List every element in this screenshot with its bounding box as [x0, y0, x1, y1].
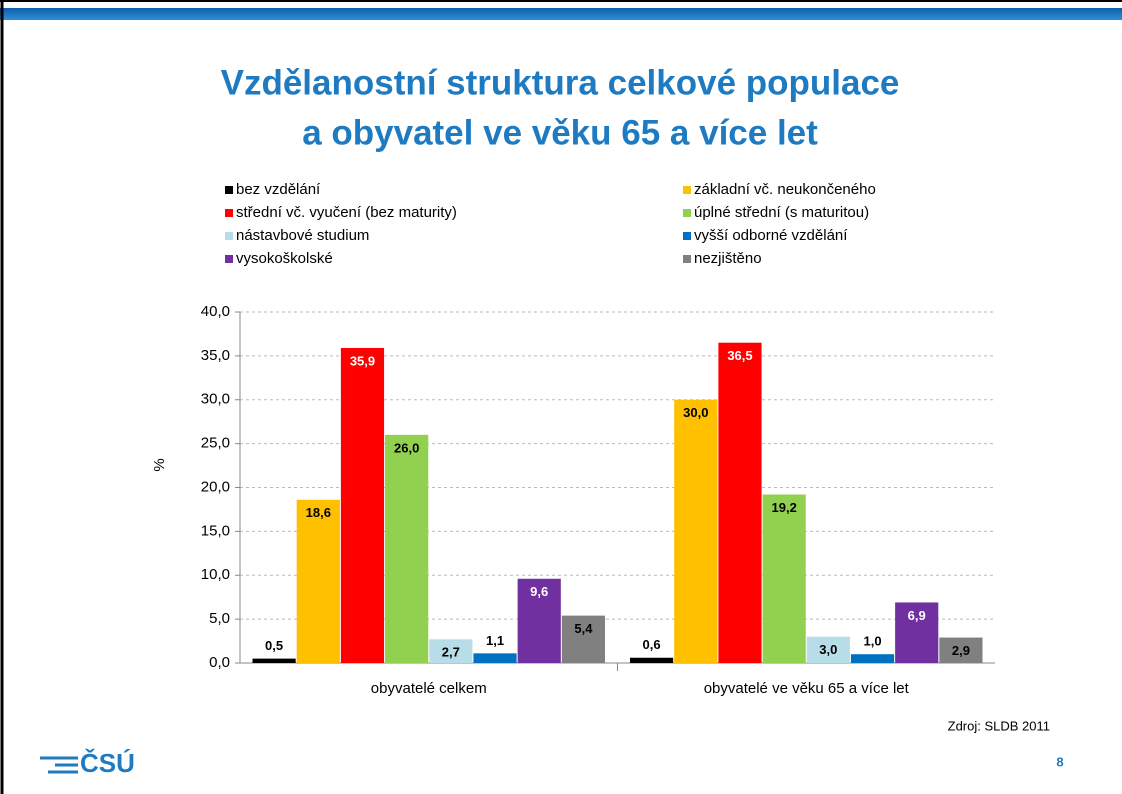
- bar: [517, 578, 561, 663]
- y-tick-label: 35,0: [201, 347, 230, 364]
- y-tick-label: 20,0: [201, 478, 230, 495]
- y-tick-label: 30,0: [201, 391, 230, 408]
- legend-swatch: [225, 186, 233, 194]
- legend-label: úplné střední (s maturitou): [694, 204, 869, 221]
- legend-swatch: [225, 209, 233, 217]
- bar: [674, 399, 718, 663]
- bar: [561, 615, 605, 663]
- bar: [473, 653, 517, 663]
- legend-swatch: [225, 255, 233, 263]
- data-label: 30,0: [683, 405, 708, 420]
- data-label: 1,1: [486, 633, 504, 648]
- x-tick-label: obyvatelé celkem: [371, 680, 487, 697]
- y-tick-label: 0,0: [209, 654, 230, 671]
- data-label: 3,0: [819, 642, 837, 657]
- top-bar: [0, 8, 1122, 20]
- legend-label: vysokoškolské: [236, 250, 333, 267]
- data-label: 1,0: [863, 634, 881, 649]
- logo-text: ČSÚ: [80, 748, 135, 778]
- y-tick-label: 25,0: [201, 435, 230, 452]
- data-label: 6,9: [908, 608, 926, 623]
- data-label: 0,5: [265, 638, 283, 653]
- bar: [850, 654, 895, 663]
- data-label: 2,9: [952, 643, 970, 658]
- data-label: 19,2: [772, 500, 797, 515]
- legend-label: vyšší odborné vzdělání: [694, 227, 848, 244]
- legend-swatch: [225, 232, 233, 240]
- bar: [429, 639, 473, 663]
- bar: [939, 637, 983, 663]
- title-line-1: Vzdělanostní struktura celkové populace: [221, 63, 900, 102]
- bar: [762, 494, 806, 663]
- legend-label: střední vč. vyučení (bez maturity): [236, 204, 457, 221]
- legend-swatch: [683, 186, 691, 194]
- data-label: 18,6: [306, 505, 331, 520]
- bar: [340, 347, 385, 663]
- legend-swatch: [683, 232, 691, 240]
- data-label: 0,6: [643, 637, 661, 652]
- legend-label: bez vzdělání: [236, 181, 321, 198]
- bar: [718, 342, 762, 663]
- legend-label: nezjištěno: [694, 250, 762, 267]
- data-label: 2,7: [442, 645, 460, 660]
- bar: [252, 658, 296, 663]
- page-number: 8: [1056, 754, 1063, 769]
- title-line-2: a obyvatel ve věku 65 a více let: [302, 113, 818, 152]
- legend-label: nástavbové studium: [236, 227, 369, 244]
- legend-swatch: [683, 255, 691, 263]
- bar: [630, 657, 674, 663]
- data-label: 36,5: [727, 348, 752, 363]
- legend-label: základní vč. neukončeného: [694, 181, 876, 198]
- x-tick-label: obyvatelé ve věku 65 a více let: [704, 680, 910, 697]
- y-axis-label: %: [151, 458, 168, 471]
- bar: [385, 434, 429, 663]
- y-tick-label: 5,0: [209, 610, 230, 627]
- bar: [296, 499, 340, 663]
- legend-swatch: [683, 209, 691, 217]
- data-label: 9,6: [530, 584, 548, 599]
- y-tick-label: 10,0: [201, 566, 230, 583]
- bar: [806, 636, 850, 663]
- data-label: 26,0: [394, 440, 419, 455]
- y-tick-label: 40,0: [201, 303, 230, 320]
- bar: [895, 602, 939, 663]
- data-label: 5,4: [574, 621, 593, 636]
- logo: ČSÚ: [40, 748, 135, 778]
- data-label: 35,9: [350, 353, 375, 368]
- y-tick-label: 15,0: [201, 522, 230, 539]
- source: Zdroj: SLDB 2011: [948, 718, 1050, 733]
